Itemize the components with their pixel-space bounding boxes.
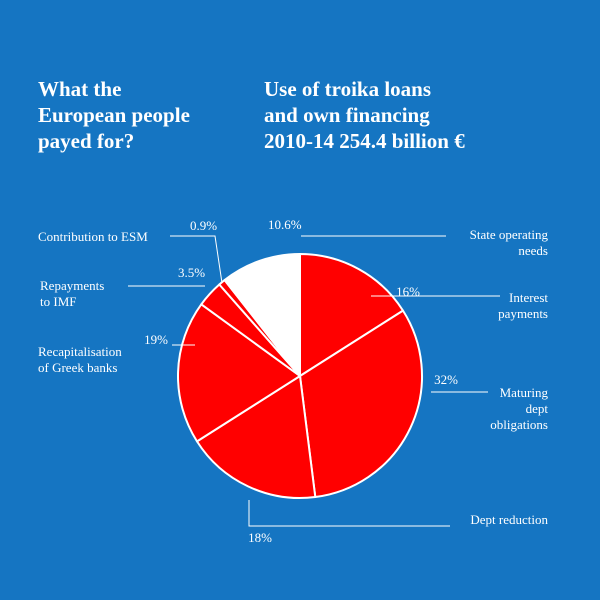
slice-label-interest-payments: payments	[498, 306, 548, 321]
leader-line-contribution-to-esm	[170, 235, 223, 284]
pie-slice-maturing-dept-obligations	[195, 375, 317, 499]
slice-label-recapitalisation-of-greek-banks: Recapitalisation	[38, 344, 122, 359]
slice-label-repayments-to-imf: to IMF	[40, 294, 76, 309]
slice-label-state-operating-needs: State operating	[470, 227, 549, 242]
leader-line-dept-reduction	[248, 500, 450, 527]
slice-label-maturing-dept-obligations: obligations	[490, 417, 548, 432]
chart-subtitle: Use of troika loans and own financing 20…	[264, 77, 465, 153]
pct-label-maturing-dept-obligations: 18%	[248, 530, 272, 545]
pct-label-repayments-to-imf: 0.9%	[190, 218, 217, 233]
slice-label-repayments-to-imf: Repayments	[40, 278, 104, 293]
pie-slice-dept-reduction	[177, 303, 301, 443]
chart-title: What the European people payed for?	[38, 77, 190, 153]
pct-label-contribution-to-esm: 10.6%	[268, 217, 302, 232]
slice-label-contribution-to-esm: Contribution to ESM	[38, 229, 148, 244]
pct-label-recapitalisation-of-greek-banks: 3.5%	[178, 265, 205, 280]
slice-label-maturing-dept-obligations: Maturing	[500, 385, 549, 400]
pct-label-interest-payments: 32%	[434, 372, 458, 387]
pie-slice-contribution-to-esm	[223, 253, 301, 377]
pct-label-dept-reduction: 19%	[144, 332, 168, 347]
slice-label-recapitalisation-of-greek-banks: of Greek banks	[38, 360, 117, 375]
slice-label-dept-reduction: Dept reduction	[470, 512, 548, 527]
pie-slice-interest-payments	[299, 309, 423, 499]
pct-label-state-operating-needs: 16%	[396, 284, 420, 299]
pie-slice-state-operating-needs	[299, 253, 405, 377]
slice-label-interest-payments: Interest	[509, 290, 548, 305]
slice-label-maturing-dept-obligations: dept	[526, 401, 549, 416]
slice-label-state-operating-needs: needs	[518, 243, 548, 258]
